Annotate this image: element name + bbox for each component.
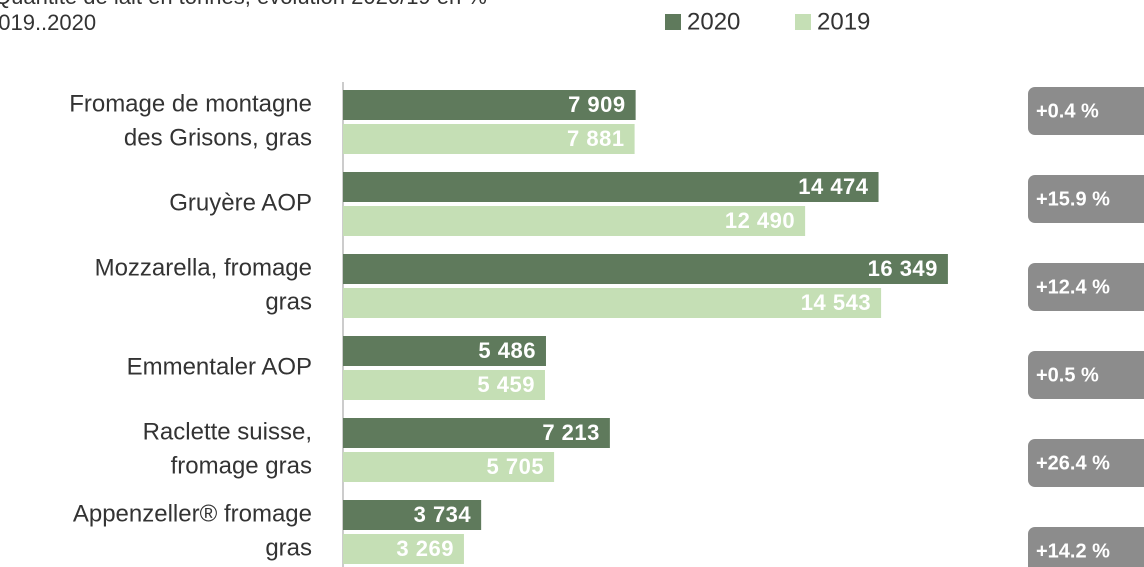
category-label: Mozzarella, fromage xyxy=(95,254,312,281)
category-label: Emmentaler AOP xyxy=(127,353,312,380)
change-badge xyxy=(1028,263,1144,311)
change-label: +26.4 % xyxy=(1036,452,1110,474)
chart-title: Quantité de lait en tonnes, évolution 20… xyxy=(0,0,487,9)
bar xyxy=(343,124,635,154)
bar xyxy=(343,288,882,318)
category-label: Gruyère AOP xyxy=(169,189,312,216)
bar xyxy=(343,206,806,236)
value-label: 16 349 xyxy=(868,256,938,281)
bar xyxy=(343,500,482,530)
legend-swatch xyxy=(795,14,811,30)
value-label: 14 474 xyxy=(798,174,869,199)
bar xyxy=(343,418,610,448)
change-badge xyxy=(1028,439,1144,487)
bar xyxy=(343,90,636,120)
bar xyxy=(343,254,948,284)
value-label: 14 543 xyxy=(801,290,871,315)
change-badge xyxy=(1028,351,1144,399)
bar xyxy=(343,336,546,366)
category-label: fromage gras xyxy=(171,452,312,479)
bar xyxy=(343,534,464,564)
value-label: 3 269 xyxy=(396,536,454,561)
value-label: 7 881 xyxy=(567,126,625,151)
legend-label: 2019 xyxy=(817,8,870,35)
category-label: Fromage de montagne xyxy=(69,90,312,117)
value-label: 7 909 xyxy=(568,92,626,117)
bar xyxy=(343,172,879,202)
value-label: 5 459 xyxy=(477,372,535,397)
category-label: des Grisons, gras xyxy=(124,124,312,151)
change-label: +0.4 % xyxy=(1036,100,1099,122)
value-label: 5 486 xyxy=(478,338,536,363)
category-label: Raclette suisse, xyxy=(143,418,312,445)
change-label: +0.5 % xyxy=(1036,364,1099,386)
change-badge xyxy=(1028,87,1144,135)
category-label: Appenzeller® fromage xyxy=(73,500,312,527)
legend-swatch xyxy=(665,14,681,30)
bar xyxy=(343,452,555,482)
value-label: 3 734 xyxy=(414,502,472,527)
change-badge xyxy=(1028,527,1144,567)
chart-subtitle: 2019..2020 xyxy=(0,10,96,35)
change-label: +12.4 % xyxy=(1036,276,1110,298)
value-label: 7 213 xyxy=(542,420,600,445)
value-label: 12 490 xyxy=(725,208,795,233)
bar xyxy=(343,370,545,400)
change-label: +15.9 % xyxy=(1036,188,1110,210)
category-label: gras xyxy=(265,288,312,315)
category-label: gras xyxy=(265,534,312,561)
legend-label: 2020 xyxy=(687,8,740,35)
change-label: +14.2 % xyxy=(1036,540,1110,562)
change-badge xyxy=(1028,175,1144,223)
value-label: 5 705 xyxy=(487,454,545,479)
